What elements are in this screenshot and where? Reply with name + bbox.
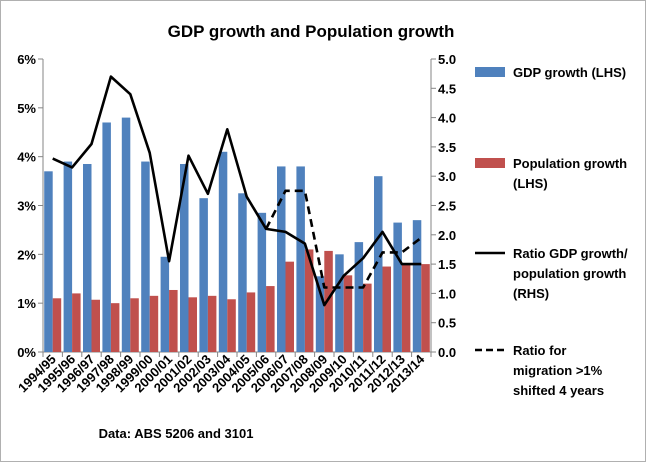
population-growth-bar — [382, 266, 391, 352]
ratio-line — [52, 75, 422, 307]
ratio-shifted-line — [264, 189, 423, 289]
left-tick-label: 2% — [17, 247, 36, 262]
legend-entry: Ratio GDP growth/population growth (RHS) — [475, 246, 628, 301]
population-growth-bar — [363, 283, 372, 352]
gdp-growth-bar — [374, 176, 383, 352]
legend-label: Ratio GDP growth/ — [513, 246, 628, 261]
legend-entry: Population growth (LHS) — [475, 156, 627, 191]
population-growth-bar — [304, 249, 314, 352]
population-growth-bar — [285, 261, 294, 352]
gdp-growth-bar — [354, 242, 364, 352]
population-growth-bar — [421, 264, 430, 352]
population-growth-bar — [246, 292, 256, 352]
gdp-growth-bar — [199, 198, 208, 352]
right-tick-label: 1.0 — [438, 286, 456, 301]
population-growth-bar — [207, 295, 217, 352]
gdp-growth-bar — [121, 117, 131, 352]
gdp-growth-bar — [218, 151, 228, 352]
left-tick-label: 5% — [17, 101, 36, 116]
legend-label: Population growth — [513, 156, 627, 171]
legend-entry: GDP growth (LHS) — [475, 65, 626, 80]
right-tick-label: 2.5 — [438, 199, 456, 214]
left-tick-label: 1% — [17, 296, 36, 311]
population-growth-bar — [72, 293, 81, 352]
gdp-growth-bar — [315, 276, 325, 352]
left-tick-label: 3% — [17, 199, 36, 214]
population-growth-bar — [149, 295, 159, 352]
population-growth-bar — [266, 286, 275, 352]
right-tick-label: 2.0 — [438, 228, 456, 243]
population-growth-bar — [169, 289, 178, 352]
legend-label: shifted 4 years — [513, 383, 604, 398]
gdp-growth-bar — [160, 256, 170, 352]
population-growth-bar — [401, 264, 411, 352]
right-tick-label: 4.0 — [438, 111, 456, 126]
legend-label: migration >1% — [513, 363, 603, 378]
gdp-growth-bar — [393, 222, 402, 352]
gdp-growth-bar — [63, 161, 73, 352]
legend-label: Ratio for — [513, 343, 566, 358]
population-growth-bar — [110, 303, 120, 352]
right-tick-label: 3.0 — [438, 169, 456, 184]
left-tick-label: 4% — [17, 150, 36, 165]
gdp-growth-bar — [141, 161, 150, 352]
legend-entry: Ratio for migration >1% shifted 4 years — [475, 343, 604, 398]
left-tick-label: 6% — [17, 52, 36, 67]
right-tick-label: 1.5 — [438, 257, 456, 272]
population-growth-bar — [91, 299, 100, 352]
left-tick-label: 0% — [17, 345, 36, 360]
right-tick-label: 0.0 — [438, 345, 456, 360]
plot-area: 0% 1% 2% 3% 4% 5% 6% 0.0 0.5 1.0 1.5 2.0 2.5 3.0 3.5 4.… — [15, 52, 456, 395]
legend-label: (LHS) — [513, 176, 548, 191]
population-growth-bar — [130, 298, 139, 352]
right-tick-label: 3.5 — [438, 140, 456, 155]
gdp-growth-bar — [335, 254, 344, 352]
chart-title: GDP growth and Population growth — [168, 22, 455, 41]
population-growth-bar — [188, 297, 197, 352]
gdp-growth-bar — [412, 220, 422, 352]
legend-label: (RHS) — [513, 286, 549, 301]
gdp-growth-bar — [180, 163, 189, 352]
right-tick-label: 5.0 — [438, 52, 456, 67]
population-growth-bar — [227, 299, 236, 352]
gdp-growth-bar — [102, 122, 111, 352]
gdp-growth-bar — [257, 212, 267, 352]
gdp-growth-bar — [238, 193, 247, 352]
population-growth-bar — [324, 250, 333, 352]
gdp-growth-bar — [83, 163, 92, 352]
right-tick-label: 4.5 — [438, 81, 456, 96]
legend-swatch — [475, 67, 505, 77]
right-tick-label: 0.5 — [438, 316, 456, 331]
legend-swatch — [475, 158, 505, 168]
population-growth-bar — [343, 275, 353, 352]
gdp-growth-bar — [296, 166, 305, 352]
population-growth-bar — [52, 298, 62, 352]
legend: GDP growth (LHS) Population growth (LHS) Ra… — [475, 65, 628, 398]
gdp-growth-bar — [44, 171, 53, 352]
legend-label: population growth — [513, 266, 626, 281]
source-note: Data: ABS 5206 and 3101 — [99, 426, 254, 441]
gdp-growth-bar — [277, 166, 286, 352]
legend-label: GDP growth (LHS) — [513, 65, 626, 80]
